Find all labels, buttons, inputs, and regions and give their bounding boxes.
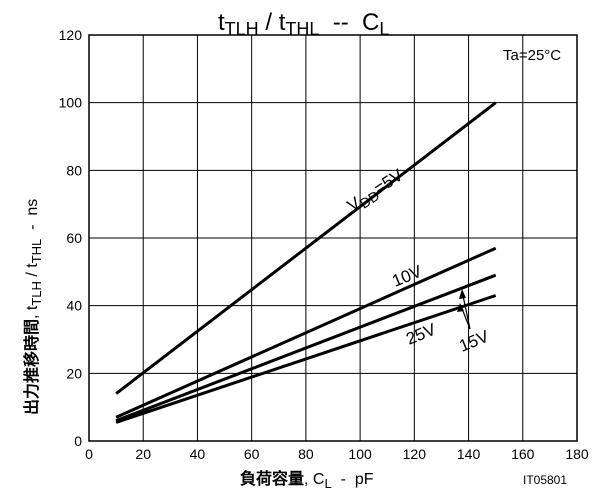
pointer-arrowhead-upper: [459, 289, 466, 299]
series-label-15v-pointer: [457, 289, 471, 330]
horizontal-gridlines: [89, 34, 577, 442]
y-tick-label: 20: [66, 365, 82, 381]
chart-title: tTLH / tTHL -- CL: [218, 9, 389, 39]
plot-frame: [88, 34, 578, 442]
series-label-vdd5v: VDD=5V: [344, 165, 409, 218]
pointer-arrowhead-lower: [457, 303, 464, 312]
y-tick-labels: 0 20 40 60 80 100 120: [59, 27, 83, 449]
series-lines: [115, 101, 497, 424]
title-sub-thl: THL: [285, 19, 319, 39]
series-line-vdd5v: [115, 101, 497, 395]
condition-label: Ta=25°C: [503, 47, 561, 64]
x-axis-label: 負荷容量, CL - pF: [240, 469, 374, 491]
x-axis-label-c: , C: [304, 471, 324, 488]
y-axis-label: 出力推移時間, tTLH / tTHL - ns: [22, 199, 44, 415]
x-tick-label: 120: [403, 446, 427, 462]
x-tick-labels: 0 20 40 60 80 100 120 140 160 180: [85, 446, 589, 462]
y-tick-label: 100: [59, 95, 83, 111]
y-axis-label-unit: - ns: [24, 199, 41, 239]
title-main: t: [218, 9, 225, 36]
x-tick-label: 180: [565, 446, 589, 462]
x-axis-label-sub: L: [324, 476, 331, 491]
x-tick-label: 160: [511, 446, 535, 462]
x-axis-label-unit: - pF: [332, 471, 374, 488]
y-tick-label: 120: [59, 27, 83, 43]
x-tick-label: 100: [348, 446, 372, 462]
title-sub-tlh: TLH: [225, 19, 259, 39]
y-axis-label-jp: 出力推移時間: [22, 319, 41, 415]
x-tick-label: 40: [190, 446, 206, 462]
series-line-25v: [115, 294, 497, 424]
y-axis-label-t: , t: [24, 305, 41, 319]
y-tick-label: 0: [74, 433, 82, 449]
y-tick-label: 80: [66, 162, 82, 178]
title-tail: -- C: [319, 9, 379, 36]
title-sub-l: L: [379, 19, 389, 39]
x-tick-label: 20: [135, 446, 151, 462]
y-axis-label-mid: / t: [24, 263, 41, 281]
x-tick-label: 0: [85, 446, 93, 462]
x-axis-label-jp: 負荷容量: [240, 469, 304, 488]
series-line-10v: [115, 246, 497, 419]
x-tick-label: 80: [298, 446, 314, 462]
figure-code: IT05801: [523, 473, 567, 487]
y-axis-label-sub-thl: THL: [29, 239, 44, 264]
x-tick-label: 60: [244, 446, 260, 462]
series-label-15v: 15V: [456, 327, 492, 356]
series-label-10v: 10V: [389, 262, 425, 291]
y-tick-label: 40: [66, 298, 82, 314]
y-axis-label-sub-tlh: TLH: [29, 281, 44, 306]
title-mid: / t: [259, 9, 286, 36]
y-tick-label: 60: [66, 230, 82, 246]
x-tick-label: 140: [457, 446, 481, 462]
series-line-15v: [115, 273, 497, 423]
